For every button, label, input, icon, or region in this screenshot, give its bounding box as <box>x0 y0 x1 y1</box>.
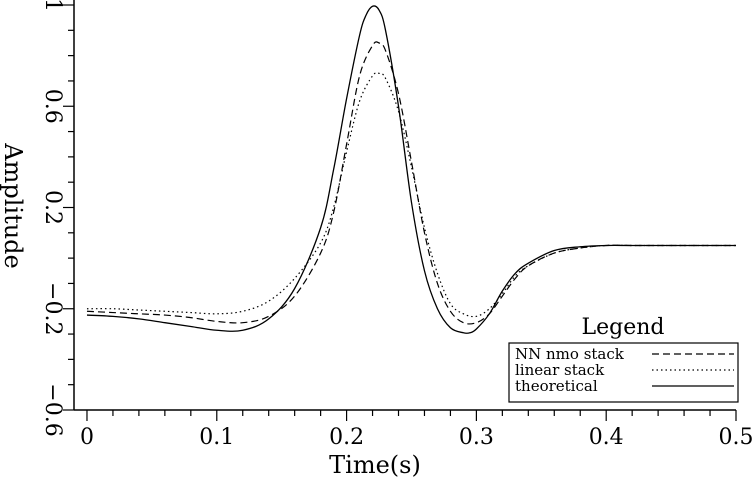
y-tick-label: 0.6 <box>40 89 65 124</box>
legend-box <box>508 342 739 403</box>
series-line-theoretical <box>86 5 736 335</box>
series-line-linear-stack <box>86 72 736 318</box>
x-tick-label: 0.1 <box>199 425 234 450</box>
legend-entry-label: linear stack <box>515 361 605 379</box>
legend-entry-label: theoretical <box>515 377 598 395</box>
series-line-nn-nmo-stack <box>86 41 736 325</box>
x-tick-label: 0.5 <box>719 425 752 450</box>
y-tick-label: −0.2 <box>40 282 65 335</box>
x-tick-label: 0.2 <box>329 425 364 450</box>
x-tick-label: 0.4 <box>589 425 624 450</box>
y-tick-label: 0.2 <box>40 190 65 225</box>
x-tick-label: 0 <box>80 425 94 450</box>
y-axis-label: Amplitude <box>0 142 27 268</box>
legend-title: Legend <box>582 315 665 340</box>
y-tick-label: 1 <box>40 0 65 12</box>
series-layer <box>86 5 736 335</box>
legend-entry-label: NN nmo stack <box>515 345 625 363</box>
x-axis-label: Time(s) <box>329 451 421 477</box>
x-tick-label: 0.3 <box>459 425 494 450</box>
y-tick-label: −0.6 <box>40 383 65 436</box>
